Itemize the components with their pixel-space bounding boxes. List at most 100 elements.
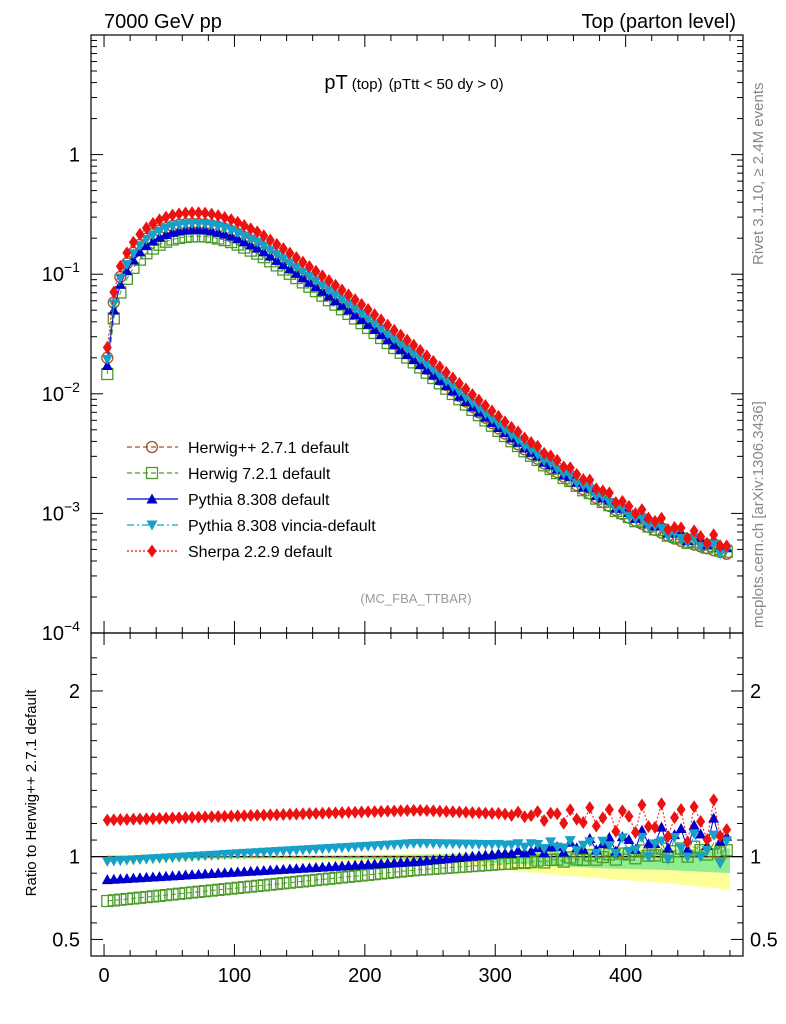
ratio-point xyxy=(225,882,238,895)
data-point xyxy=(357,297,367,311)
ratio-point xyxy=(264,878,277,891)
ratio-y-tick-label-right: 2 xyxy=(750,681,761,703)
legend-marker xyxy=(145,466,159,480)
data-point xyxy=(539,446,549,460)
data-point xyxy=(160,223,172,234)
ratio-point xyxy=(474,806,484,820)
ratio-point xyxy=(520,810,530,824)
data-point xyxy=(617,494,627,508)
main-title: pT (top) (pTtt < 50 dy > 0) xyxy=(324,72,503,94)
data-point xyxy=(636,513,648,524)
ratio-point xyxy=(708,812,720,823)
ratio-point xyxy=(409,803,419,817)
data-point xyxy=(121,260,133,271)
data-point xyxy=(552,453,562,467)
data-point xyxy=(331,278,340,292)
data-point xyxy=(591,482,601,496)
ratio-point xyxy=(454,805,464,819)
ratio-point xyxy=(259,808,269,822)
ratio-point xyxy=(239,809,249,823)
ratio-point xyxy=(643,820,653,834)
ratio-point xyxy=(714,846,727,859)
data-point xyxy=(168,208,177,222)
data-point xyxy=(114,278,126,289)
ratio-point xyxy=(101,894,114,908)
ratio-point xyxy=(135,812,145,826)
series-2-ratio xyxy=(101,812,733,885)
ratio-point xyxy=(154,811,164,825)
data-point xyxy=(624,499,634,513)
ratio-point xyxy=(714,858,726,869)
mcplots-label: mcplots.cern.ch [arXiv:1306.3436] xyxy=(750,401,767,628)
ratio-point xyxy=(662,854,674,865)
data-point xyxy=(252,225,262,239)
ratio-point xyxy=(552,807,562,821)
data-point xyxy=(200,206,210,220)
legend-marker xyxy=(147,544,157,558)
data-point xyxy=(220,210,230,224)
ratio-point xyxy=(109,813,119,827)
ratio-point xyxy=(571,846,583,857)
data-point xyxy=(656,523,667,534)
data-point xyxy=(134,241,146,252)
ratio-point xyxy=(159,888,173,902)
data-point xyxy=(533,439,543,453)
data-point xyxy=(421,360,433,371)
data-point xyxy=(611,496,621,510)
ratio-point xyxy=(721,836,733,847)
ratio-point xyxy=(277,877,290,890)
data-point xyxy=(415,343,425,357)
data-point xyxy=(376,313,386,327)
ratio-point xyxy=(146,890,160,903)
data-point xyxy=(708,539,720,550)
data-point xyxy=(525,445,537,456)
title-main: pT xyxy=(324,72,347,94)
ratio-point xyxy=(355,869,368,882)
data-point xyxy=(584,484,596,495)
ratio-point xyxy=(498,857,512,870)
data-point xyxy=(350,293,360,307)
ratio-point xyxy=(290,875,303,889)
ratio-point xyxy=(257,879,270,892)
ratio-point xyxy=(115,813,125,827)
ratio-point xyxy=(238,881,251,894)
ratio-point xyxy=(220,809,230,823)
ratio-point xyxy=(233,809,243,823)
ratio-point xyxy=(316,873,329,886)
ratio-point xyxy=(231,881,244,895)
ratio-point xyxy=(630,825,640,839)
svg-text:pT(top)(pTtt < 50 dy > 0): pT (top) (pTtt < 50 dy > 0) xyxy=(324,72,503,94)
ratio-point xyxy=(441,804,451,818)
data-point xyxy=(663,523,673,537)
ratio-point xyxy=(564,836,576,847)
data-point xyxy=(161,210,171,224)
ratio-point xyxy=(291,807,301,821)
ratio-point xyxy=(564,851,577,864)
data-point xyxy=(258,241,270,252)
data-point xyxy=(461,382,471,396)
ratio-point xyxy=(153,889,166,902)
data-point xyxy=(675,533,687,544)
ratio-point xyxy=(492,858,505,871)
ratio-point xyxy=(252,808,262,822)
ratio-point xyxy=(181,811,191,825)
ratio-point xyxy=(689,800,699,814)
ratio-point xyxy=(663,830,673,844)
data-point xyxy=(278,242,288,256)
ratio-point xyxy=(120,892,134,906)
legend-label: Sherpa 2.2.9 default xyxy=(188,544,333,561)
ratio-point xyxy=(584,837,596,848)
ratio-point xyxy=(545,837,557,848)
y-tick-label: 10 xyxy=(42,623,64,645)
data-point xyxy=(494,409,503,423)
data-point xyxy=(207,207,217,221)
ratio-point xyxy=(533,805,543,819)
data-point xyxy=(206,225,218,236)
ratio-y-tick-labels: 0.5 0.5 1 1 2 2 xyxy=(52,681,778,951)
data-point xyxy=(467,388,477,402)
ratio-point xyxy=(278,807,288,821)
data-point xyxy=(108,299,120,310)
data-point xyxy=(396,328,406,342)
data-point xyxy=(642,522,654,533)
ratio-point xyxy=(506,840,518,851)
